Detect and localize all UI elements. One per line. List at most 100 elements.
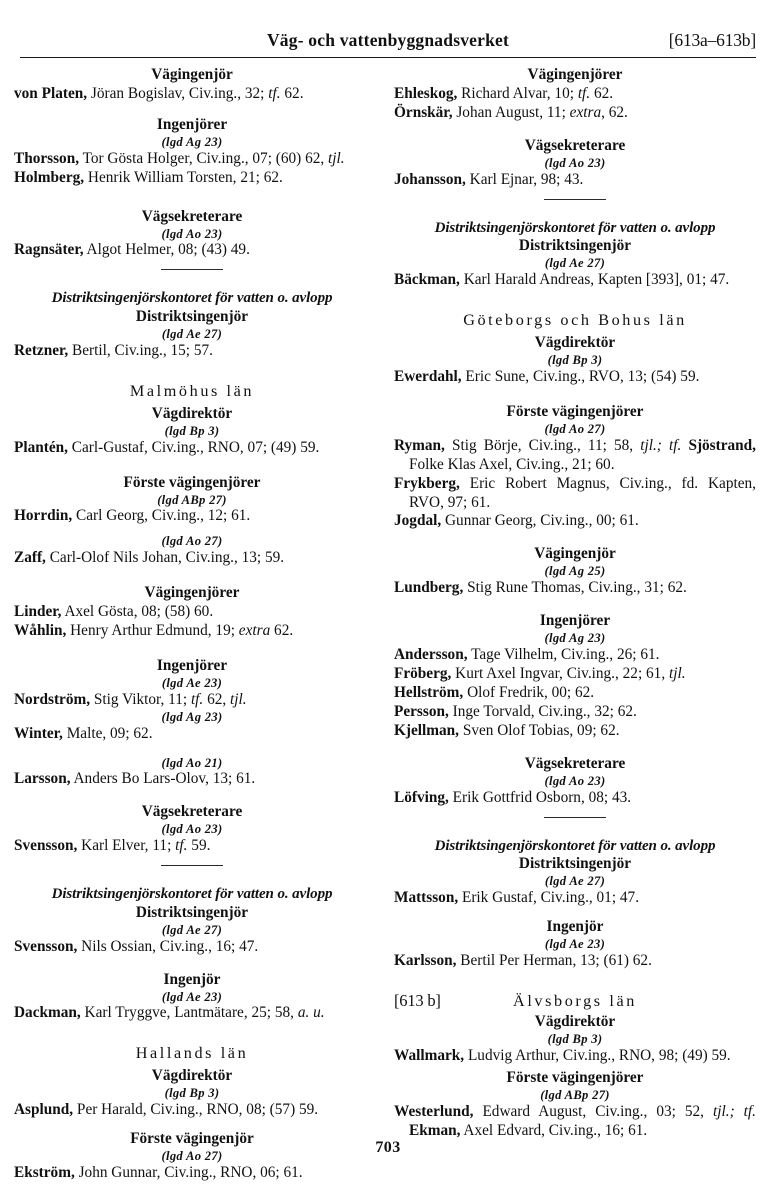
salary-grade: (lgd Bp 3) bbox=[547, 353, 603, 368]
salary-grade: (lgd Ae 23) bbox=[544, 936, 606, 951]
person-entry: Jogdal, Gunnar Georg, Civ.ing., 00; 61. bbox=[394, 512, 756, 531]
person-details: Eric Sune, Civ.ing., RVO, 13; (54) 59. bbox=[461, 367, 700, 385]
person-details-tail: , 62. bbox=[601, 103, 628, 121]
person-surname: Larsson, bbox=[14, 770, 71, 788]
person-details: Ludvig Arthur, Civ.ing., RNO, 98; (49) 5… bbox=[464, 1046, 731, 1064]
person-details: Tor Gösta Holger, Civ.ing., 07; (60) 62, bbox=[79, 149, 329, 167]
vertical-space bbox=[394, 387, 756, 403]
county-heading: Malmöhus län bbox=[129, 381, 255, 400]
person-surname: Winter, bbox=[14, 724, 63, 742]
salary-grade: (lgd Ao 27) bbox=[544, 421, 606, 436]
person-entry: Persson, Inge Torvald, Civ.ing., 32; 62. bbox=[394, 703, 756, 722]
person-entry: Ryman, Stig Börje, Civ.ing., 11; 58, tjl… bbox=[394, 437, 756, 475]
person-details: Tage Vilhelm, Civ.ing., 26; 61. bbox=[467, 645, 660, 663]
person-note: extra bbox=[238, 622, 271, 640]
salary-grade: (lgd Ae 27) bbox=[544, 874, 606, 889]
person-details: Karl Elver, 11; bbox=[77, 837, 176, 855]
person-surname: Horrdin, bbox=[14, 507, 73, 525]
salary-grade: (lgd Ao 23) bbox=[544, 773, 606, 788]
person-details-tail: Ekman, Axel Edvard, Civ.ing., 16; 61. bbox=[409, 1122, 648, 1140]
person-entry: Johansson, Karl Ejnar, 98; 43. bbox=[394, 171, 756, 190]
person-entry: Mattsson, Erik Gustaf, Civ.ing., 01; 47. bbox=[394, 889, 756, 908]
person-details: Carl-Olof Nils Johan, Civ.ing., 13; 59. bbox=[45, 549, 285, 567]
person-entry: Frykberg, Eric Robert Magnus, Civ.ing., … bbox=[394, 475, 756, 513]
person-surname: Ehleskog, bbox=[394, 84, 458, 102]
person-surname: Karlsson, bbox=[394, 951, 457, 969]
salary-grade: (lgd Ae 23) bbox=[161, 989, 223, 1004]
person-note: tf. bbox=[268, 84, 281, 102]
person-surname: Hellström, bbox=[394, 683, 464, 701]
person-surname: Jogdal, bbox=[394, 512, 442, 530]
salary-grade: (lgd Bp 3) bbox=[164, 423, 220, 438]
person-entry: Svensson, Karl Elver, 11; tf. 59. bbox=[14, 837, 370, 856]
salary-grade: (lgd Ag 23) bbox=[161, 709, 223, 724]
person-details: Stig Börje, Civ.ing., 11; 58, bbox=[444, 436, 641, 454]
salary-grade: (lgd Bp 3) bbox=[547, 1031, 603, 1046]
two-column-body: Vägingenjör von Platen, Jöran Bogislav, C… bbox=[0, 66, 776, 1181]
person-note: tf. bbox=[175, 837, 188, 855]
salary-grade: (lgd Ag 25) bbox=[544, 564, 606, 579]
person-entry: Wallmark, Ludvig Arthur, Civ.ing., RNO, … bbox=[394, 1047, 756, 1066]
person-entry: Bäckman, Karl Harald Andreas, Kapten [39… bbox=[394, 271, 756, 290]
vertical-space bbox=[14, 279, 370, 289]
person-entry: Plantén, Carl-Gustaf, Civ.ing., RNO, 07;… bbox=[14, 439, 370, 458]
running-head-title: Väg- och vattenbyggnadsverket bbox=[266, 30, 510, 50]
person-surname: Holmberg, bbox=[14, 168, 85, 186]
salary-grade: (lgd Ao 23) bbox=[161, 226, 223, 241]
office-heading: Distriktsingenjörskontoret för vatten o.… bbox=[51, 290, 333, 307]
salary-grade: (lgd Ae 27) bbox=[161, 922, 223, 937]
person-details: Erik Gottfrid Osborn, 08; 43. bbox=[448, 788, 632, 806]
office-heading: Distriktsingenjörskontoret för vatten o.… bbox=[434, 219, 716, 236]
salary-grade: (lgd Ao 21) bbox=[161, 755, 223, 770]
rank-heading: Ingenjör bbox=[546, 917, 604, 935]
person-entry: Retzner, Bertil, Civ.ing., 15; 57. bbox=[14, 342, 370, 361]
person-details: Henry Arthur Edmund, 19; bbox=[66, 622, 239, 640]
section-divider bbox=[161, 269, 223, 271]
person-details: Nils Ossian, Civ.ing., 16; 47. bbox=[77, 937, 259, 955]
salary-grade: (lgd ABp 27) bbox=[157, 492, 227, 507]
person-details: Sven Olof Tobias, 09; 62. bbox=[459, 721, 620, 739]
person-details: Per Harald, Civ.ing., RNO, 08; (57) 59. bbox=[73, 1101, 319, 1119]
person-surname: Örnskär, bbox=[394, 103, 453, 121]
person-entry: Karlsson, Bertil Per Herman, 13; (61) 62… bbox=[394, 952, 756, 971]
person-details: Karl Ejnar, 98; 43. bbox=[465, 170, 584, 188]
person-details: Jöran Bogislav, Civ.ing., 32; bbox=[87, 84, 269, 102]
person-surname: Nordström, bbox=[14, 690, 91, 708]
person-entry: Dackman, Karl Tryggve, Lantmätare, 25; 5… bbox=[14, 1004, 370, 1023]
person-details: Edward August, Civ.ing., 03; 52, bbox=[473, 1103, 713, 1121]
person-surname: Mattsson, bbox=[394, 888, 459, 906]
salary-grade: (lgd Ag 23) bbox=[544, 631, 606, 646]
person-details: Johan August, 11; bbox=[452, 103, 570, 121]
vertical-space bbox=[14, 789, 370, 803]
rank-heading: Vägdirektör bbox=[151, 404, 233, 422]
rank-heading: Distriktsingenjör bbox=[135, 307, 249, 325]
person-details: Gunnar Georg, Civ.ing., 00; 61. bbox=[441, 512, 639, 530]
rank-heading: Förste vägingenjörer bbox=[123, 473, 261, 491]
vertical-space bbox=[394, 827, 756, 837]
person-entry: Horrdin, Carl Georg, Civ.ing., 12; 61. bbox=[14, 507, 370, 526]
rank-heading: Förste vägingenjörer bbox=[506, 402, 644, 420]
vertical-space bbox=[14, 1120, 370, 1130]
person-note: tjl.; tf. bbox=[640, 436, 682, 454]
running-head: Väg- och vattenbyggnadsverket [613a–613b… bbox=[20, 30, 756, 54]
vertical-space bbox=[394, 290, 756, 310]
person-note: a. u. bbox=[297, 1004, 325, 1022]
person-surname: Ewerdahl, bbox=[394, 367, 462, 385]
person-entry: Ewerdahl, Eric Sune, Civ.ing., RVO, 13; … bbox=[394, 368, 756, 387]
person-details: Stig Viktor, 11; bbox=[90, 690, 191, 708]
salary-grade: (lgd Ae 23) bbox=[161, 675, 223, 690]
vertical-space bbox=[394, 123, 756, 137]
person-surname: Wallmark, bbox=[394, 1046, 465, 1064]
rank-heading: Vägsekreterare bbox=[524, 136, 626, 154]
person-surname: Fröberg, bbox=[394, 664, 452, 682]
person-details-tail: 62. bbox=[280, 84, 304, 102]
rank-heading: Ingenjörer bbox=[539, 612, 611, 630]
rank-heading: Distriktsingenjör bbox=[135, 903, 249, 921]
left-column: Vägingenjör von Platen, Jöran Bogislav, C… bbox=[0, 66, 388, 1181]
vertical-space bbox=[14, 641, 370, 657]
vertical-space bbox=[394, 908, 756, 918]
rank-heading: Ingenjörer bbox=[156, 115, 228, 133]
person-details: Richard Alvar, 10; bbox=[457, 84, 578, 102]
person-surname: Persson, bbox=[394, 702, 449, 720]
